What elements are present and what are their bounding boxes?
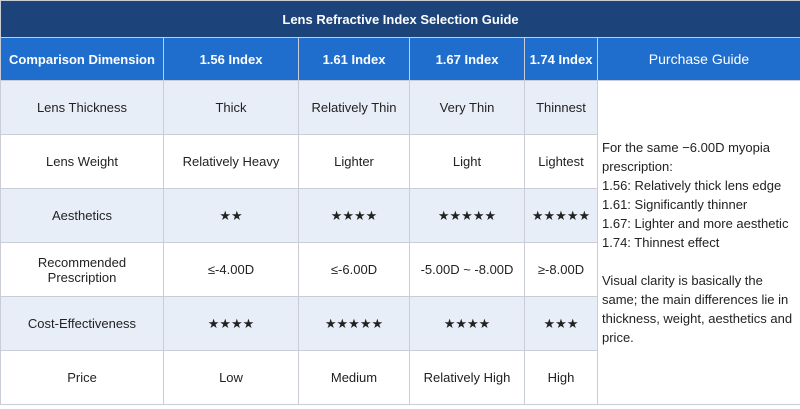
table-title: Lens Refractive Index Selection Guide <box>0 0 800 38</box>
guide-line: For the same −6.00D myopia prescription: <box>602 140 770 174</box>
cell: Light <box>409 134 525 189</box>
header-cell: 1.56 Index <box>163 37 299 81</box>
row-label: Aesthetics <box>0 188 164 243</box>
row-label: Recommended Prescription <box>0 242 164 297</box>
row-label: Lens Weight <box>0 134 164 189</box>
purchase-guide: For the same −6.00D myopia prescription:… <box>597 80 800 405</box>
row-label: Cost-Effectiveness <box>0 296 164 351</box>
cell: ★★★★ <box>163 296 299 351</box>
cell: ★★★★★ <box>524 188 598 243</box>
cell: ★★★ <box>524 296 598 351</box>
guide-line: 1.56: Relatively thick lens edge <box>602 178 782 193</box>
cell: ★★ <box>163 188 299 243</box>
table-row: Price Low Medium Relatively High High <box>0 350 800 405</box>
cell: Medium <box>298 350 410 405</box>
header-cell: 1.61 Index <box>298 37 410 81</box>
cell: Relatively Thin <box>298 80 410 135</box>
header-cell: Purchase Guide <box>597 37 800 81</box>
cell: ★★★★ <box>298 188 410 243</box>
header-cell: 1.74 Index <box>524 37 598 81</box>
header-cell: 1.67 Index <box>409 37 525 81</box>
cell: Relatively Heavy <box>163 134 299 189</box>
table-row: Aesthetics ★★ ★★★★ ★★★★★ ★★★★★ <box>0 188 800 243</box>
table-row: Lens Weight Relatively Heavy Lighter Light L… <box>0 134 800 189</box>
cell: ★★★★★ <box>409 188 525 243</box>
row-label: Price <box>0 350 164 405</box>
header-cell: Comparison Dimension <box>0 37 164 81</box>
guide-line: 1.67: Lighter and more aesthetic <box>602 216 789 231</box>
cell: ★★★★★ <box>298 296 410 351</box>
cell: ≤-4.00D <box>163 242 299 297</box>
cell: Lighter <box>298 134 410 189</box>
cell: ≥-8.00D <box>524 242 598 297</box>
cell: ★★★★ <box>409 296 525 351</box>
cell: ≤-6.00D <box>298 242 410 297</box>
cell: Relatively High <box>409 350 525 405</box>
cell: Very Thin <box>409 80 525 135</box>
row-label: Lens Thickness <box>0 80 164 135</box>
cell: -5.00D ~ -8.00D <box>409 242 525 297</box>
cell: Thick <box>163 80 299 135</box>
cell: Low <box>163 350 299 405</box>
cell: Thinnest <box>524 80 598 135</box>
guide-line: Visual clarity is basically the same; th… <box>602 273 793 345</box>
guide-line: 1.61: Significantly thinner <box>602 197 748 212</box>
table-row: Lens Thickness Thick Relatively Thin Very T… <box>0 80 800 405</box>
cell: High <box>524 350 598 405</box>
cell: Lightest <box>524 134 598 189</box>
guide-line: 1.74: Thinnest effect <box>602 235 720 250</box>
